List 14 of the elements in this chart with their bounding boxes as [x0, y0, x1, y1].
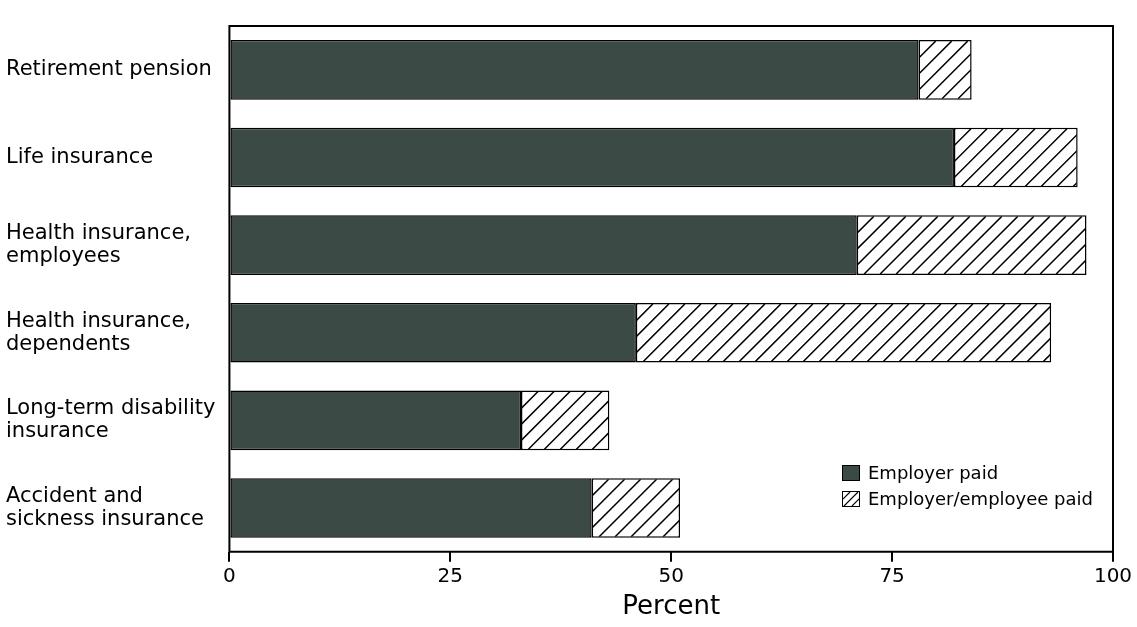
y-tick-label: Health insurance, dependents	[6, 307, 191, 355]
x-tick-label: 75	[879, 563, 905, 587]
y-tick-label: Life insurance	[6, 143, 154, 168]
y-tick-label: Accident and sickness insurance	[6, 482, 204, 530]
x-tick-label: 50	[658, 563, 684, 587]
text: Employer/employee paid	[868, 488, 1093, 510]
legend-label: Employer paid	[868, 462, 999, 484]
y-tick-label: Retirement pension	[6, 56, 212, 81]
y-tick-label: Health insurance, employees	[6, 220, 191, 268]
x-tick-label: 25	[437, 563, 464, 587]
x-tick-label: 100	[1093, 563, 1133, 587]
x-tick-label: 0	[223, 563, 236, 587]
y-tick-label: Long-term disability insurance	[6, 395, 216, 443]
x-axis-title: Percent	[622, 590, 721, 621]
